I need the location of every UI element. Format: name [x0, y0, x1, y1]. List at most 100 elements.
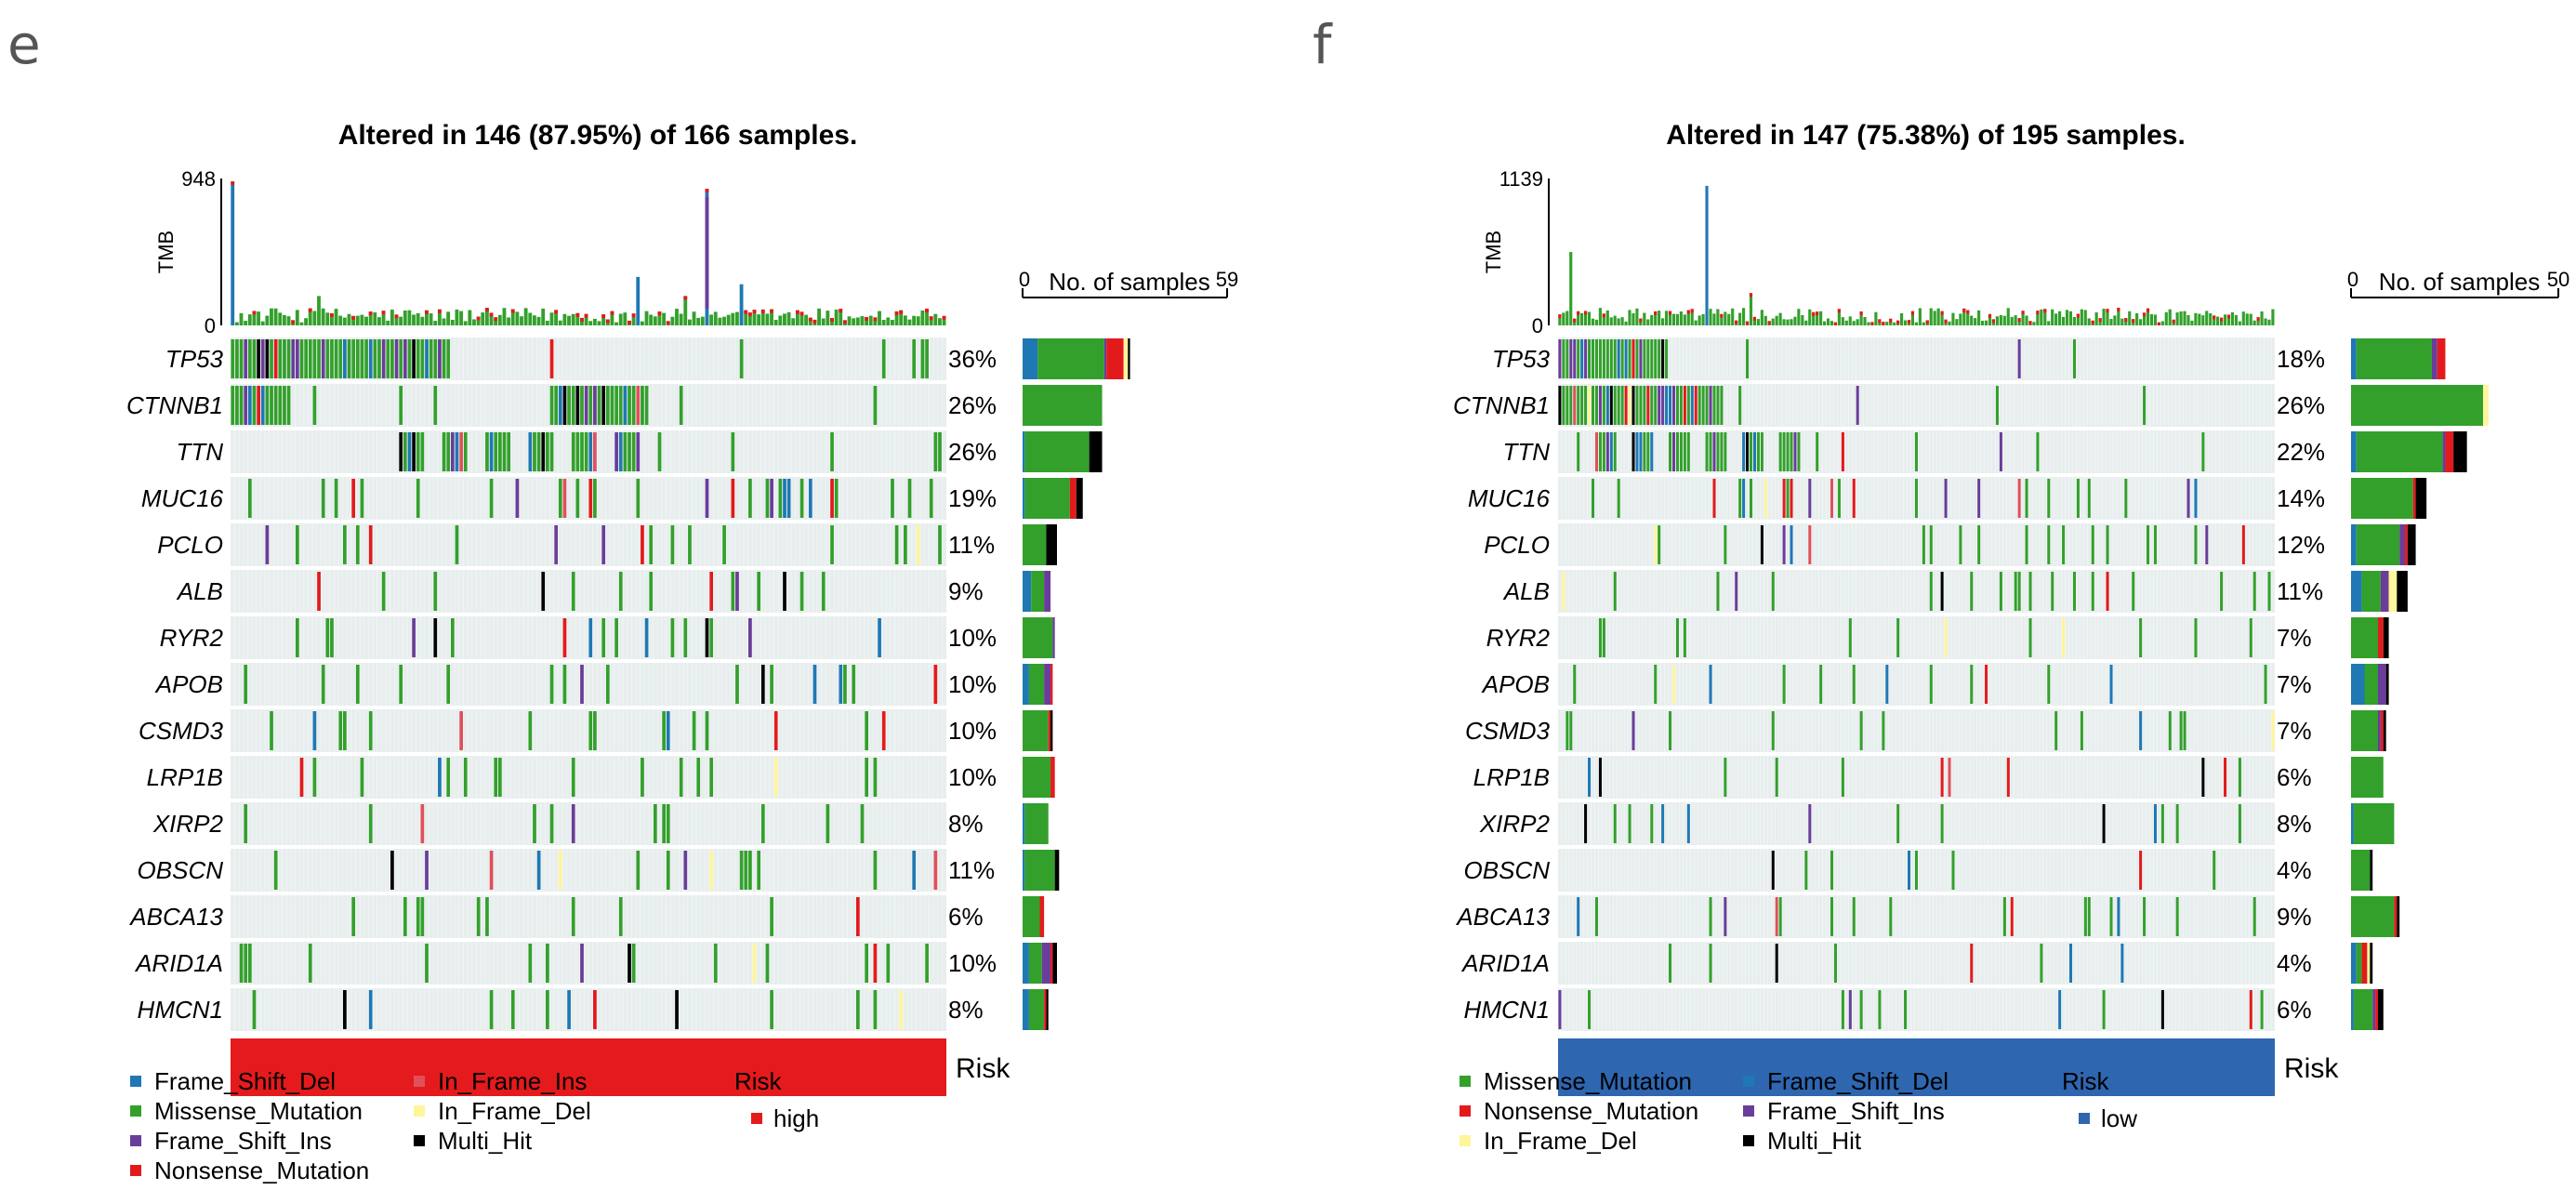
- tmb-bar: [273, 308, 278, 325]
- oncoplot-cell: [567, 386, 571, 425]
- tmb-bar: [520, 316, 523, 325]
- oncoplot-cell: [235, 339, 239, 378]
- tmb-bar: [804, 314, 809, 325]
- oncoplot-cell: [670, 525, 675, 564]
- tmb-bar-top: [394, 314, 399, 319]
- tmb-bar: [1620, 317, 1624, 325]
- oncoplot-cell: [291, 339, 296, 378]
- tmb-bar: [752, 310, 757, 325]
- tmb-bar: [1775, 315, 1778, 325]
- oncoplot-cell: [562, 618, 567, 657]
- tmb-bar: [425, 310, 429, 325]
- tmb-bar-top: [2076, 313, 2080, 318]
- tmb-bar: [455, 309, 459, 325]
- oncoplot-cell: [580, 944, 584, 983]
- tmb-bar: [1613, 315, 1617, 325]
- tmb-bar: [1661, 318, 1665, 325]
- oncoplot-cell: [325, 339, 330, 378]
- tmb-bar: [231, 181, 235, 325]
- oncoplot-cell: [1584, 339, 1588, 378]
- tmb-bar-top: [2146, 308, 2150, 312]
- samples-axis-max: 50: [2547, 268, 2569, 291]
- oncoplot-cell: [881, 711, 886, 750]
- oncoplot-cell: [610, 386, 614, 425]
- oncoplot-cell: [2051, 572, 2054, 611]
- tmb-bar: [890, 320, 894, 325]
- tmb-bar: [1974, 318, 1977, 325]
- panel-letter-f: f: [1313, 13, 1332, 76]
- oncoplot-cell: [641, 386, 644, 425]
- oncoplot-cell: [588, 432, 593, 471]
- oncoplot-cell: [1716, 432, 1720, 471]
- samples-bar-segment: [1041, 943, 1051, 984]
- oncoplot-cell: [2025, 479, 2028, 518]
- tmb-bar: [601, 314, 606, 325]
- tmb-bar: [2106, 309, 2109, 325]
- tmb-bar: [1698, 315, 1701, 325]
- tmb-bar: [584, 313, 588, 325]
- tmb-bar: [2032, 322, 2036, 325]
- tmb-bar: [2234, 314, 2238, 325]
- oncoplot-cell: [1598, 432, 1602, 471]
- oncoplot-cell: [562, 665, 567, 704]
- tmb-bar: [459, 311, 463, 325]
- tmb-bar: [1914, 322, 1918, 325]
- samples-bar-segment: [2356, 431, 2443, 472]
- oncoplot-cell: [1797, 432, 1801, 471]
- samples-bar-segment: [2351, 385, 2484, 426]
- tmb-bar: [1617, 318, 1620, 325]
- tmb-bar-top: [1583, 311, 1588, 315]
- tmb-bar-top: [2028, 321, 2032, 325]
- legend-item-frame-shift-del: Frame_Shift_Del: [154, 1067, 336, 1095]
- tmb-bar-top: [437, 309, 442, 313]
- tmb-bar: [2219, 317, 2224, 325]
- oncoplot-cell: [1929, 572, 1933, 611]
- tmb-bar-top: [812, 319, 817, 324]
- oncoplot-cell: [1782, 525, 1786, 564]
- tmb-bar: [2002, 315, 2006, 325]
- tmb-bar: [433, 321, 438, 325]
- samples-bar-segment: [1048, 710, 1051, 751]
- oncoplot-cell: [1679, 432, 1683, 471]
- oncoplot-cell: [627, 386, 631, 425]
- oncoplot-cell: [278, 339, 283, 378]
- tmb-bar: [821, 318, 826, 325]
- tmb-bar-top: [747, 312, 752, 317]
- tmb-bar: [1602, 313, 1605, 325]
- legend-swatch: [130, 1105, 141, 1117]
- panel-f: Altered in 147 (75.38%) of 195 samples. 1…: [1453, 120, 2569, 1155]
- oncoplot-cell: [425, 944, 429, 983]
- oncoplot-cell: [1852, 479, 1856, 518]
- gene-label-abca13: ABCA13: [128, 903, 223, 931]
- tmb-bar-top: [2219, 317, 2224, 322]
- tmb-bar: [614, 322, 618, 325]
- tmb-bar: [2040, 309, 2043, 325]
- oncoplot-cell: [760, 804, 765, 843]
- tmb-bar: [618, 313, 623, 325]
- oncoplot-cell: [593, 479, 597, 518]
- tmb-bar: [265, 315, 270, 325]
- oncoplot-cell: [783, 479, 786, 518]
- gene-label-ryr2: RYR2: [160, 624, 224, 652]
- oncoplot-cell: [338, 711, 343, 750]
- tmb-bar: [1995, 316, 1999, 325]
- oncoplot-cell: [1658, 525, 1661, 564]
- oncoplot-cell: [584, 386, 588, 425]
- oncoplot-cell: [549, 386, 554, 425]
- tmb-bar: [1893, 322, 1896, 325]
- oncoplot-cell: [770, 897, 773, 936]
- gene-label-ctnnb1: CTNNB1: [126, 391, 223, 419]
- oncoplot-cell: [373, 339, 377, 378]
- tmb-bar: [1848, 316, 1852, 325]
- oncoplot-cell: [614, 386, 618, 425]
- samples-bar-segment: [1037, 338, 1104, 379]
- oncoplot-cell: [321, 339, 325, 378]
- tmb-bar: [2179, 311, 2183, 325]
- oncoplot-cell: [2106, 572, 2109, 611]
- oncoplot-cell: [666, 851, 670, 890]
- gene-percent-alb: 9%: [948, 577, 984, 605]
- oncoplot-cell: [265, 339, 270, 378]
- gene-label-tp53: TP53: [165, 345, 224, 373]
- oncoplot-cell: [1562, 386, 1565, 425]
- samples-bar-segment: [1052, 617, 1055, 658]
